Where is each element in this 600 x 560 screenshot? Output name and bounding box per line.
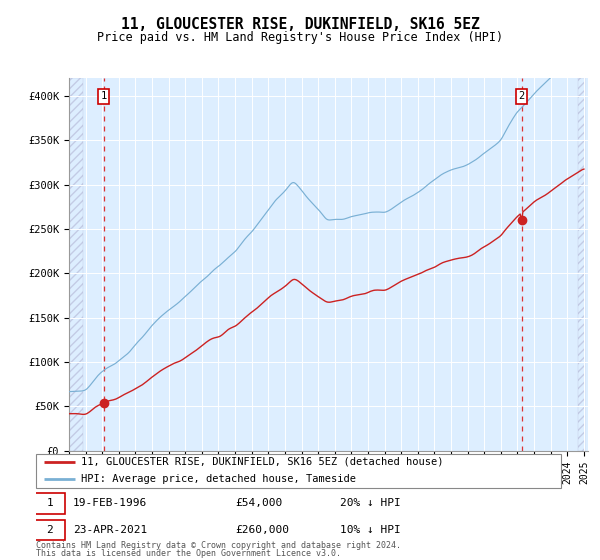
Text: 19-FEB-1996: 19-FEB-1996 <box>73 498 147 508</box>
Text: £260,000: £260,000 <box>235 525 290 535</box>
FancyBboxPatch shape <box>34 520 65 540</box>
Text: HPI: Average price, detached house, Tameside: HPI: Average price, detached house, Tame… <box>80 474 356 484</box>
Text: This data is licensed under the Open Government Licence v3.0.: This data is licensed under the Open Gov… <box>36 549 341 558</box>
Text: 20% ↓ HPI: 20% ↓ HPI <box>341 498 401 508</box>
Text: 2: 2 <box>46 525 53 535</box>
Text: 10% ↓ HPI: 10% ↓ HPI <box>341 525 401 535</box>
FancyBboxPatch shape <box>36 454 561 488</box>
Text: 11, GLOUCESTER RISE, DUKINFIELD, SK16 5EZ (detached house): 11, GLOUCESTER RISE, DUKINFIELD, SK16 5E… <box>80 457 443 467</box>
FancyBboxPatch shape <box>34 493 65 514</box>
Text: £54,000: £54,000 <box>235 498 283 508</box>
Text: Price paid vs. HM Land Registry's House Price Index (HPI): Price paid vs. HM Land Registry's House … <box>97 31 503 44</box>
Text: 1: 1 <box>46 498 53 508</box>
Text: Contains HM Land Registry data © Crown copyright and database right 2024.: Contains HM Land Registry data © Crown c… <box>36 541 401 550</box>
Text: 23-APR-2021: 23-APR-2021 <box>73 525 147 535</box>
Text: 11, GLOUCESTER RISE, DUKINFIELD, SK16 5EZ: 11, GLOUCESTER RISE, DUKINFIELD, SK16 5E… <box>121 17 479 32</box>
Text: 2: 2 <box>518 91 524 101</box>
Text: 1: 1 <box>100 91 107 101</box>
